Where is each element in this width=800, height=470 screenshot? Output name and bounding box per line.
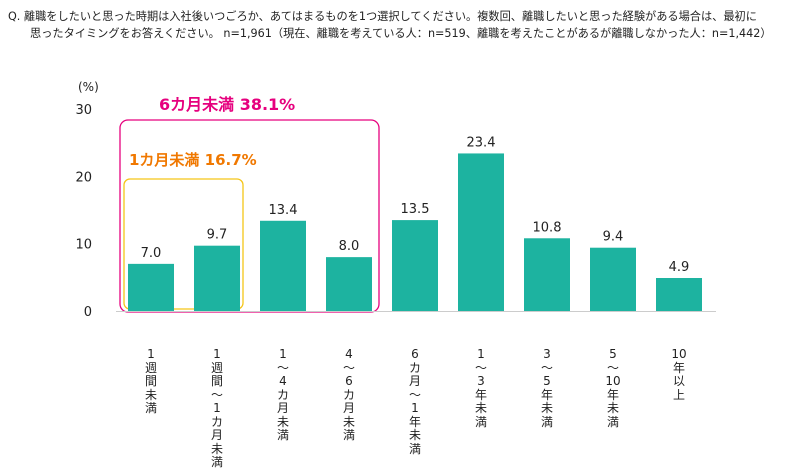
- x-tick-char: 〜: [210, 387, 223, 402]
- x-tick-char: 〜: [540, 360, 553, 375]
- annotation-6months: 6カ月未満 38.1%: [159, 95, 296, 114]
- x-tick-char: 未: [276, 414, 289, 429]
- bar: [458, 153, 504, 311]
- x-tick-char: 〜: [606, 360, 619, 375]
- x-tick-char: 満: [210, 455, 223, 469]
- x-tick-char: 4: [345, 347, 353, 361]
- x-tick-char: 1: [279, 347, 287, 361]
- x-tick-char: 未: [540, 401, 553, 415]
- x-tick-label: 6 カ月〜 1 年未満: [405, 347, 425, 456]
- x-tick-char: 4: [279, 374, 287, 388]
- data-label: 9.7: [207, 228, 228, 243]
- x-tick-label: 1 〜 3 年未満: [471, 347, 491, 429]
- x-tick-char: 満: [540, 414, 553, 429]
- bar: [194, 245, 240, 311]
- x-tick-char: 1: [213, 347, 221, 361]
- x-tick-char: 月: [276, 401, 289, 415]
- y-tick-label: 10: [75, 238, 92, 253]
- bar: [590, 247, 636, 311]
- x-tick-char: 1: [147, 347, 155, 361]
- data-label: 10.8: [533, 220, 562, 235]
- x-tick-char: カ: [276, 387, 289, 402]
- x-tick-char: 満: [408, 441, 421, 456]
- annotation-box-1month: [123, 178, 244, 310]
- x-tick-char: 〜: [408, 387, 421, 402]
- bar: [392, 220, 438, 311]
- x-tick-char: カ: [408, 360, 421, 375]
- x-tick-char: 満: [144, 401, 157, 415]
- x-tick-char: 満: [276, 428, 289, 442]
- data-label: 8.0: [339, 239, 360, 254]
- x-tick-char: 未: [408, 428, 421, 442]
- data-label: 23.4: [467, 135, 496, 150]
- data-label: 4.9: [669, 260, 690, 275]
- annotation-1month: 1カ月未満 16.7%: [129, 151, 257, 169]
- question-text: Q. 離職をしたいと思った時期は入社後いつごろか、あてはまるものを1つ選択してく…: [8, 8, 793, 42]
- x-tick-char: 6: [411, 347, 419, 361]
- x-tick-char: 1: [411, 401, 419, 415]
- x-tick-char: 5: [609, 347, 617, 361]
- bar: [326, 257, 372, 311]
- x-tick-char: 5: [543, 374, 551, 388]
- y-tick-label: 30: [75, 103, 92, 118]
- data-label: 13.4: [269, 203, 298, 218]
- y-tick-label: 0: [84, 305, 92, 320]
- bar: [656, 278, 702, 311]
- data-label: 13.5: [401, 202, 430, 217]
- x-tick-char: 間: [210, 374, 223, 388]
- x-tick-char: 3: [543, 347, 551, 361]
- x-tick-char: 未: [474, 401, 487, 415]
- x-tick-char: 3: [477, 374, 485, 388]
- x-tick-label: 4 〜 6 カ月未満: [339, 347, 359, 443]
- x-tick-char: 週: [210, 360, 223, 375]
- x-tick-char: 年: [474, 387, 487, 402]
- bar: [260, 220, 306, 311]
- x-tick-label: 10 年以上: [669, 347, 689, 402]
- x-tick-label: 5 〜 10 年未満: [603, 347, 623, 429]
- data-label: 9.4: [603, 230, 624, 245]
- x-tick-char: 年: [408, 414, 421, 429]
- x-tick-char: 10: [605, 374, 621, 388]
- x-tick-char: カ: [342, 387, 355, 402]
- x-tick-char: 10: [671, 347, 687, 361]
- x-tick-char: 未: [144, 387, 157, 402]
- question-line-1: Q. 離職をしたいと思った時期は入社後いつごろか、あてはまるものを1つ選択してく…: [8, 10, 757, 23]
- question-line-2: 思ったタイミングをお答えください。 n=1,961（現在、離職を考えている人：n…: [30, 27, 772, 40]
- y-axis-label: (%): [78, 80, 99, 94]
- bar-chart: (%) 0 10 20 30 7.0 9.7 13.4 8.0 13.5 23.4 10.8 9.4 4.…: [75, 80, 716, 320]
- x-tick-char: 1: [477, 347, 485, 361]
- x-tick-char: 満: [606, 414, 619, 429]
- x-tick-char: 月: [408, 374, 421, 388]
- bar: [524, 238, 570, 311]
- x-tick-label: 1 〜 4 カ月未満: [273, 347, 293, 443]
- x-tick-char: 年: [672, 360, 685, 375]
- x-tick-char: 上: [672, 387, 685, 402]
- x-tick-char: 未: [606, 401, 619, 415]
- x-tick-char: 未: [342, 414, 355, 429]
- x-tick-char: 以: [672, 374, 685, 388]
- x-tick-char: 未: [210, 441, 223, 456]
- x-tick-char: 年: [540, 387, 553, 402]
- x-tick-char: 〜: [276, 360, 289, 375]
- x-tick-char: 月: [210, 428, 223, 442]
- x-tick-label: 1 週間〜 1 カ月未満: [207, 347, 227, 470]
- x-tick-char: 満: [342, 428, 355, 442]
- x-tick-char: 週: [144, 360, 157, 375]
- x-tick-char: 満: [474, 414, 487, 429]
- x-tick-char: カ: [210, 414, 223, 429]
- x-tick-char: 月: [342, 401, 355, 415]
- x-tick-char: 6: [345, 374, 353, 388]
- x-tick-char: 〜: [474, 360, 487, 375]
- x-tick-label: 3 〜 5 年未満: [537, 347, 557, 429]
- bar: [128, 263, 174, 311]
- x-tick-char: 年: [606, 387, 619, 402]
- x-tick-char: 間: [144, 374, 157, 388]
- x-tick-char: 〜: [342, 360, 355, 375]
- y-tick-label: 20: [75, 170, 92, 185]
- data-label: 7.0: [141, 246, 162, 261]
- x-tick-char: 1: [213, 401, 221, 415]
